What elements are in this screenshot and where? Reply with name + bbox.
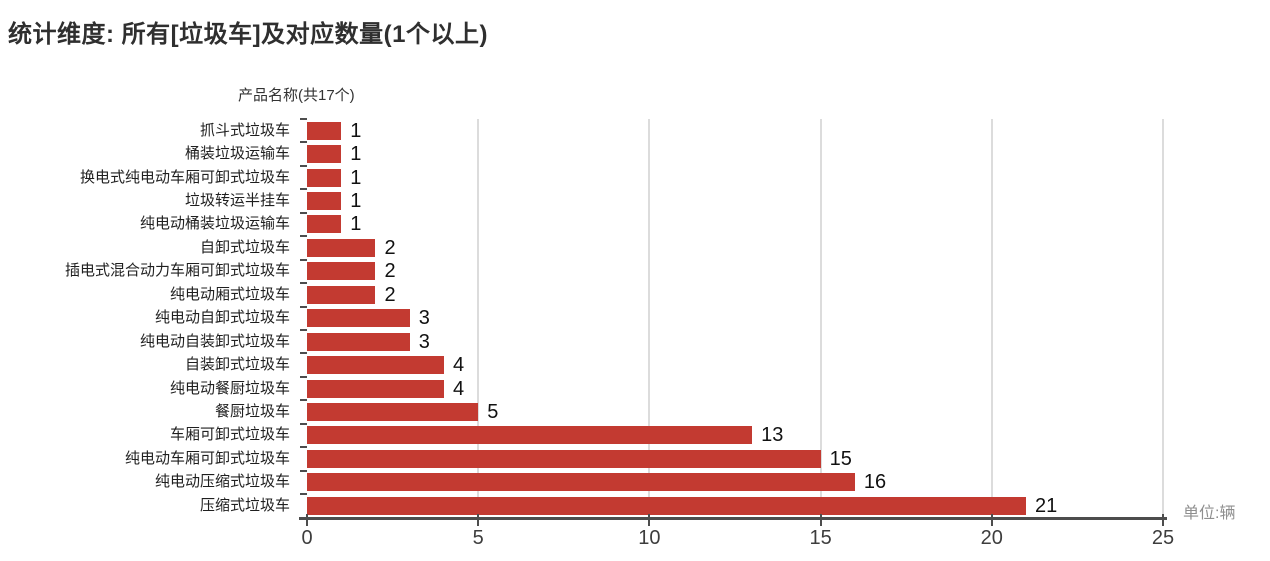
bar xyxy=(307,192,342,211)
bar xyxy=(307,215,342,234)
bar-value-label: 1 xyxy=(350,143,362,166)
x-axis-line xyxy=(299,516,1167,520)
x-axis-tick xyxy=(477,513,480,526)
category-label: 纯电动餐厨垃圾车 xyxy=(169,379,290,397)
y-axis-tick xyxy=(300,141,307,144)
bar-value-label: 4 xyxy=(452,354,465,377)
category-label: 抓斗式垃圾车 xyxy=(199,121,290,139)
gridline xyxy=(648,119,651,518)
bar-value-label: 1 xyxy=(350,213,362,236)
bar xyxy=(307,238,376,257)
bar xyxy=(307,145,342,164)
bar-value-label: 15 xyxy=(829,447,852,470)
y-axis-tick xyxy=(300,211,307,214)
category-label: 纯电动自装卸式垃圾车 xyxy=(139,332,290,350)
category-label: 自卸式垃圾车 xyxy=(199,238,290,256)
bar-value-label: 21 xyxy=(1035,494,1058,517)
bar-value-label: 3 xyxy=(418,330,430,353)
gridline xyxy=(990,119,993,518)
x-axis-tick-label: 20 xyxy=(980,527,1003,549)
bar xyxy=(307,356,444,375)
category-label: 纯电动车厢可卸式垃圾车 xyxy=(124,449,290,467)
y-axis-tick xyxy=(300,118,307,120)
x-axis-tick xyxy=(306,513,308,526)
bar xyxy=(307,496,1027,515)
bar-value-label: 1 xyxy=(350,166,362,189)
bar xyxy=(307,403,479,421)
category-label: 餐厨垃圾车 xyxy=(214,403,290,420)
y-axis-tick xyxy=(300,375,307,378)
x-axis-tick-label: 10 xyxy=(638,527,661,549)
y-axis-tick xyxy=(300,235,307,238)
chart-title: 统计维度: 所有[垃圾车]及对应数量(1个以上) xyxy=(8,21,488,48)
bar xyxy=(307,332,410,351)
y-axis-tick xyxy=(300,282,307,285)
bar xyxy=(307,121,342,140)
category-label: 压缩式垃圾车 xyxy=(199,496,290,514)
bar xyxy=(307,309,410,328)
x-axis-tick xyxy=(1162,513,1164,526)
bar-value-label: 2 xyxy=(384,236,396,259)
bar-value-label: 5 xyxy=(487,401,499,423)
category-label: 纯电动桶装垃圾运输车 xyxy=(139,215,290,233)
category-label: 垃圾转运半挂车 xyxy=(184,192,290,210)
category-label: 纯电动自卸式垃圾车 xyxy=(154,309,290,327)
y-axis-tick xyxy=(300,422,307,425)
y-axis-tick xyxy=(300,164,307,167)
bar-value-label: 2 xyxy=(384,260,396,283)
gridline xyxy=(477,119,480,518)
x-axis-tick-label: 5 xyxy=(472,527,484,549)
bar-value-label: 1 xyxy=(350,190,362,213)
y-axis-tick xyxy=(300,352,307,355)
y-axis-tick xyxy=(300,469,307,472)
y-axis-tick xyxy=(300,493,307,496)
bar xyxy=(307,379,444,398)
y-axis-tick xyxy=(300,446,307,449)
y-axis-tick xyxy=(300,188,307,191)
y-axis-tick xyxy=(300,328,307,331)
bar-value-label: 2 xyxy=(384,283,396,306)
bar xyxy=(307,168,342,187)
category-label: 纯电动厢式垃圾车 xyxy=(169,285,290,303)
bar-value-label: 4 xyxy=(452,377,465,400)
bar xyxy=(307,473,855,492)
category-label: 纯电动压缩式垃圾车 xyxy=(154,473,290,491)
y-axis-title: 产品名称(共17个) xyxy=(238,87,355,104)
x-axis-tick xyxy=(648,513,651,526)
bar xyxy=(307,449,821,468)
category-label: 换电式纯电动车厢可卸式垃圾车 xyxy=(79,168,290,186)
bar-value-label: 16 xyxy=(863,471,887,494)
y-axis-tick xyxy=(300,399,307,402)
bar-value-label: 13 xyxy=(761,424,784,447)
category-label: 车厢可卸式垃圾车 xyxy=(169,426,290,444)
y-axis-tick xyxy=(300,258,307,261)
bar-value-label: 1 xyxy=(350,119,362,142)
x-axis-tick xyxy=(990,513,993,526)
bar xyxy=(307,285,376,304)
gridline xyxy=(1162,119,1164,518)
y-axis-tick xyxy=(300,305,307,308)
unit-label: 单位:辆 xyxy=(1183,505,1236,522)
gridline xyxy=(819,119,822,518)
x-axis-tick-label: 15 xyxy=(809,527,832,549)
category-label: 桶装垃圾运输车 xyxy=(184,145,290,163)
bar-value-label: 3 xyxy=(418,307,430,330)
x-axis-tick-label: 25 xyxy=(1151,527,1175,549)
bar xyxy=(307,262,376,281)
bar xyxy=(307,426,753,445)
x-axis-tick-label: 0 xyxy=(301,527,313,549)
category-label: 插电式混合动力车厢可卸式垃圾车 xyxy=(64,262,290,280)
category-label: 自装卸式垃圾车 xyxy=(184,356,290,374)
x-axis-tick xyxy=(819,513,822,526)
